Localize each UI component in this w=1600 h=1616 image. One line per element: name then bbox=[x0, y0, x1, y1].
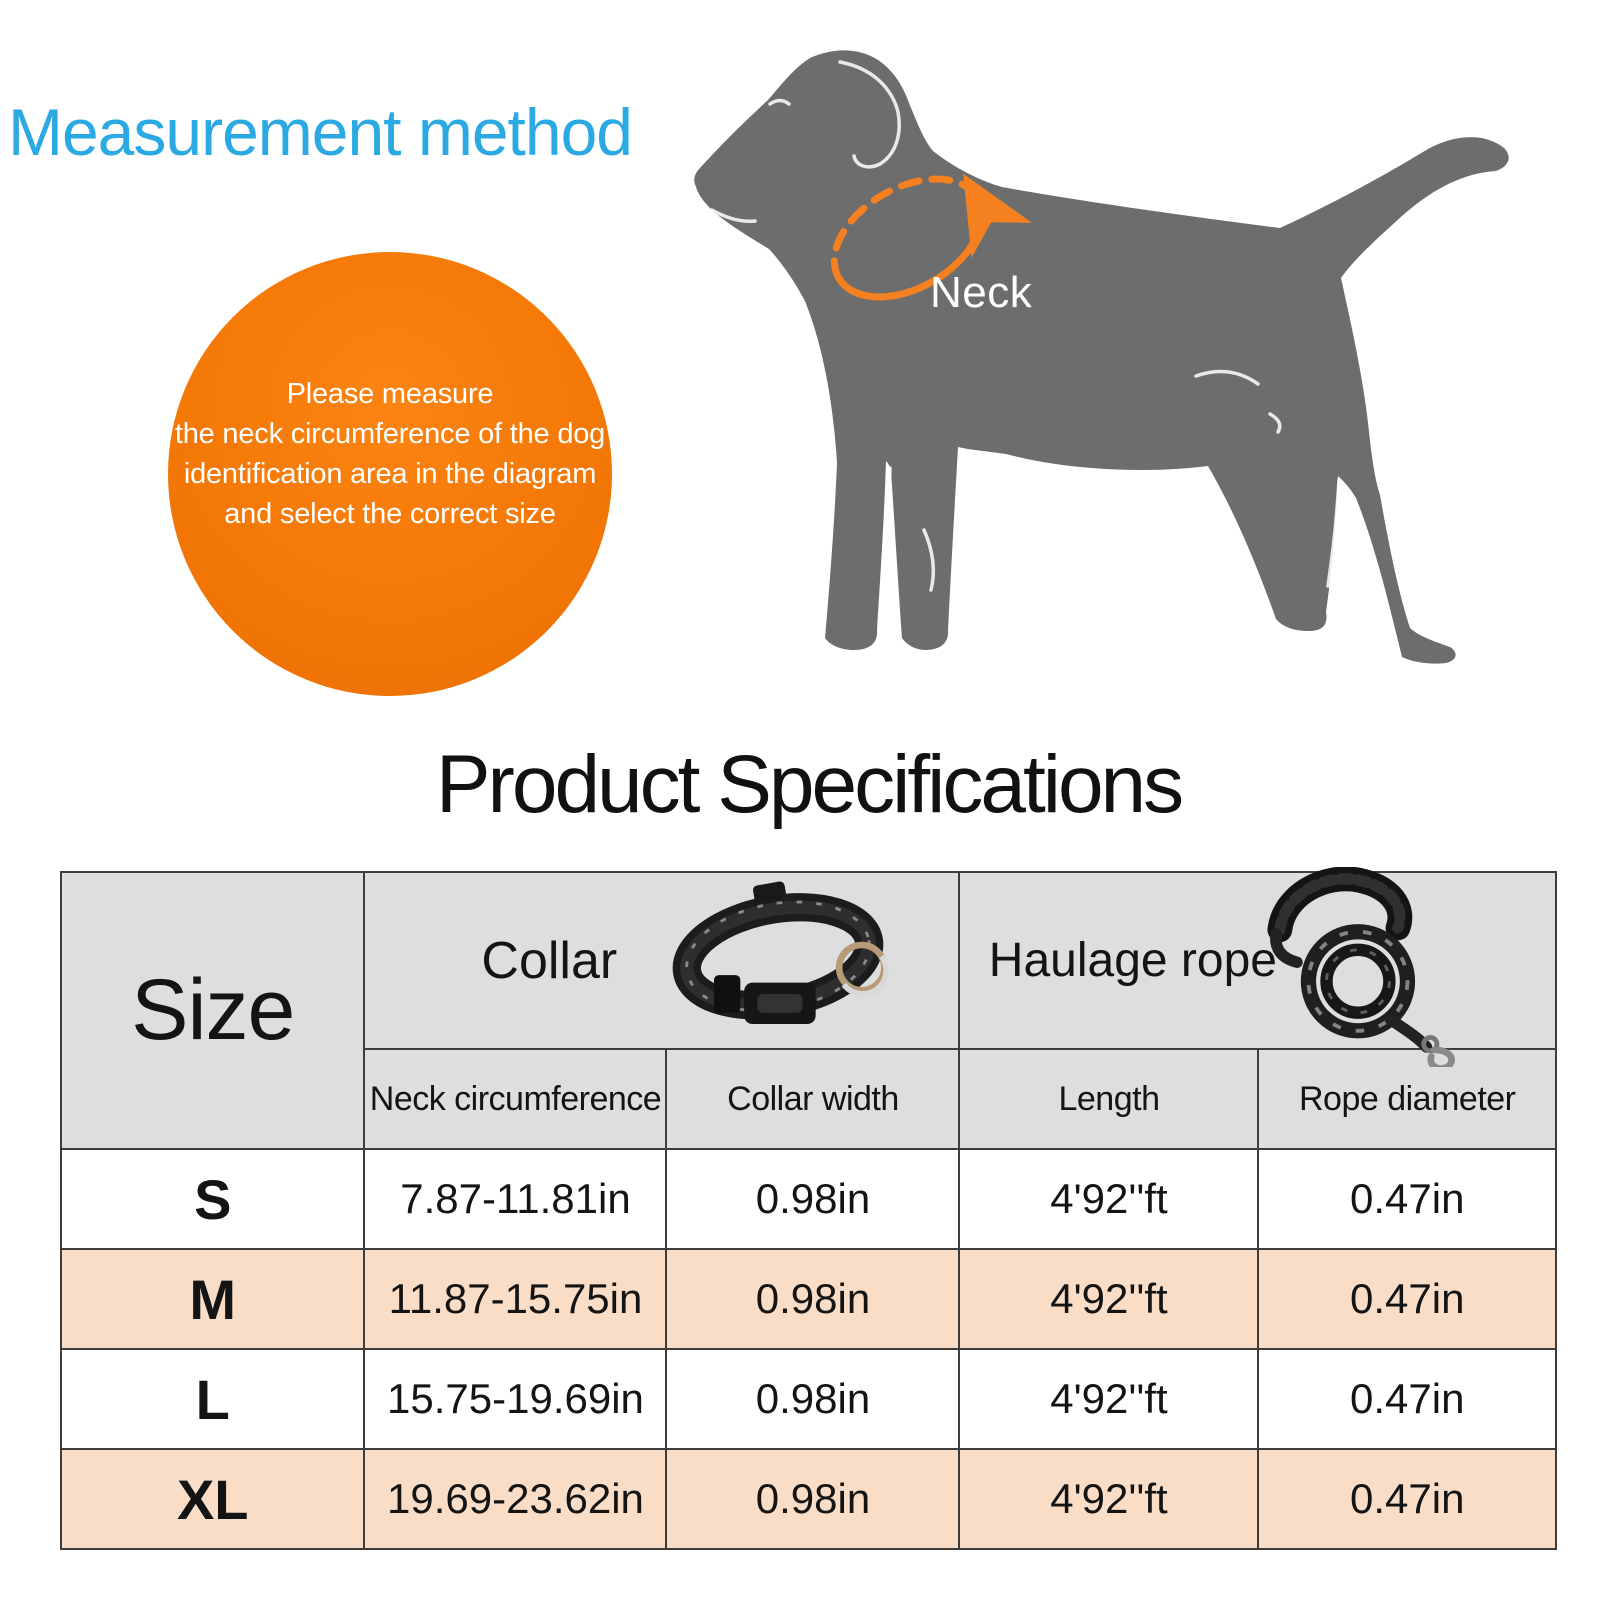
measure-note-text: Please measure the neck circumference of… bbox=[174, 378, 606, 530]
neck-measure-ellipse bbox=[830, 173, 1033, 301]
table-row: XL 19.69-23.62in 0.98in 4'92''ft 0.47in bbox=[59, 1448, 1557, 1550]
size-header-cell: Size bbox=[59, 871, 366, 1150]
measurement-method-title: Measurement method bbox=[8, 95, 633, 169]
size-cell: XL bbox=[59, 1448, 366, 1550]
dog-silhouette-graphic bbox=[694, 50, 1509, 664]
rope-diameter-cell: 0.47in bbox=[1257, 1448, 1557, 1550]
dog-detail-lines bbox=[710, 60, 1414, 630]
size-cell: L bbox=[59, 1348, 366, 1450]
group-header-row: Size Collar bbox=[59, 867, 1557, 1150]
table-row: S 7.87-11.81in 0.98in 4'92''ft 0.47in bbox=[59, 1148, 1557, 1250]
ellipse-dashed-arc bbox=[830, 175, 981, 282]
rope-diameter-cell: 0.47in bbox=[1257, 1148, 1557, 1250]
size-cell: M bbox=[59, 1248, 366, 1350]
collar-width-cell: 0.98in bbox=[665, 1248, 961, 1350]
length-cell: 4'92''ft bbox=[958, 1348, 1260, 1450]
spec-table: Size Collar bbox=[59, 867, 1557, 1550]
length-cell: 4'92''ft bbox=[958, 1248, 1260, 1350]
rope-group-label: Haulage rope bbox=[988, 934, 1277, 987]
neck-circumference-cell: 11.87-15.75in bbox=[363, 1248, 668, 1350]
col-header-rope-diameter: Rope diameter bbox=[1257, 1048, 1557, 1150]
rope-diameter-cell: 0.47in bbox=[1257, 1248, 1557, 1350]
ellipse-solid-arc bbox=[835, 173, 1033, 301]
measure-note-circle: Please measure the neck circumference of… bbox=[168, 252, 612, 696]
collar-icon bbox=[673, 880, 890, 1024]
rope-group-cell: Haulage rope bbox=[958, 867, 1557, 1067]
rope-diameter-cell: 0.47in bbox=[1257, 1348, 1557, 1450]
neck-label: Neck bbox=[930, 268, 1033, 317]
col-header-collar-width: Collar width bbox=[665, 1048, 961, 1150]
sub-header-row: Neck circumference Collar width Length R… bbox=[61, 1048, 1557, 1150]
specs-title: Product Specifications bbox=[435, 739, 1184, 830]
neck-circumference-cell: 15.75-19.69in bbox=[363, 1348, 668, 1450]
table-row: M 11.87-15.75in 0.98in 4'92''ft 0.47in bbox=[59, 1248, 1557, 1350]
col-header-neck-circumference: Neck circumference bbox=[363, 1048, 668, 1150]
table-row: L 15.75-19.69in 0.98in 4'92''ft 0.47in bbox=[59, 1348, 1557, 1450]
collar-width-cell: 0.98in bbox=[665, 1348, 961, 1450]
collar-group-cell: Collar bbox=[363, 871, 961, 1050]
dog-body-shape bbox=[694, 50, 1509, 664]
neck-circumference-cell: 19.69-23.62in bbox=[363, 1448, 668, 1550]
collar-width-cell: 0.98in bbox=[665, 1148, 961, 1250]
col-header-length: Length bbox=[958, 1048, 1260, 1150]
length-cell: 4'92''ft bbox=[958, 1148, 1260, 1250]
leash-icon bbox=[1267, 867, 1455, 1067]
neck-circumference-cell: 7.87-11.81in bbox=[363, 1148, 668, 1250]
collar-width-cell: 0.98in bbox=[665, 1448, 961, 1550]
size-cell: S bbox=[59, 1148, 366, 1250]
length-cell: 4'92''ft bbox=[958, 1448, 1260, 1550]
collar-group-label: Collar bbox=[481, 931, 618, 990]
